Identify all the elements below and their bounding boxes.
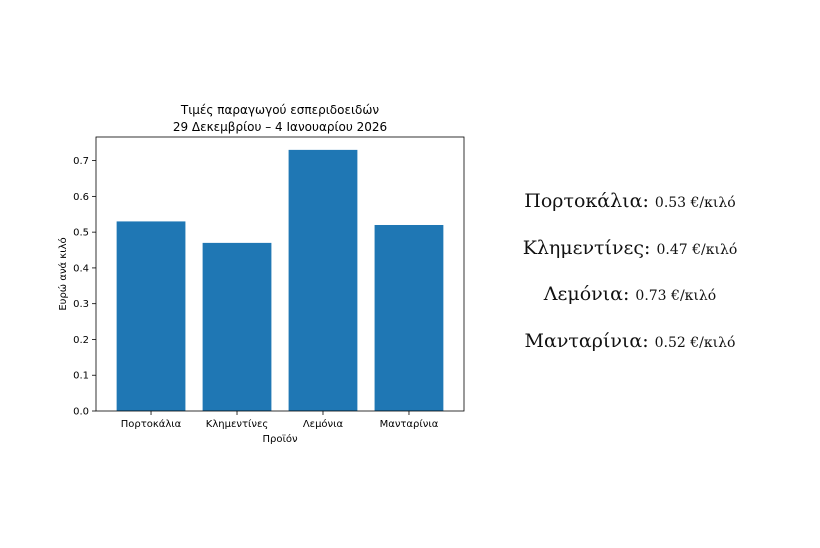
y-axis-ticks: 0.0 0.1 0.2 0.3 0.4 0.5 0.6 0.7 <box>73 156 96 418</box>
price-item-value: 0.52 €/κιλό <box>654 334 736 351</box>
x-tick-label: Λεμόνια <box>303 418 344 430</box>
x-axis-ticks: Πορτοκάλια Κλημεντίνες Λεμόνια Μανταρίνια <box>121 411 439 430</box>
bars-group <box>116 149 444 411</box>
x-tick-label: Μανταρίνια <box>380 418 439 430</box>
price-item-name: Πορτοκάλια <box>524 190 643 212</box>
y-tick-label: 0.0 <box>73 407 89 418</box>
chart-title: Τιμές παραγωγού εσπεριδοειδών <box>180 103 379 117</box>
price-item-value: 0.73 €/κιλό <box>635 288 717 304</box>
price-item-value: 0.53 €/κιλό <box>654 195 736 211</box>
plot-frame <box>95 136 465 412</box>
x-tick-label: Πορτοκάλια <box>121 418 182 430</box>
price-item-name: Κλημεντίνες <box>522 236 645 259</box>
price-item-value: 0.47 €/κιλό <box>656 241 738 258</box>
price-item-oranges: Πορτοκάλια: 0.53 €/κιλό <box>524 190 736 212</box>
bar-chart: Τιμές παραγωγού εσπεριδοειδών 29 Δεκεμβρ… <box>57 103 465 445</box>
price-item-lemons: Λεμόνια: 0.73 €/κιλό <box>543 283 717 305</box>
y-axis-label: Ευρώ ανά κιλό <box>57 237 69 310</box>
y-tick-label: 0.3 <box>73 299 89 310</box>
price-item-name: Μανταρίνια <box>524 329 643 352</box>
x-tick-label: Κλημεντίνες <box>206 418 268 430</box>
chart-subtitle: 29 Δεκεμβρίου – 4 Ιανουαρίου 2026 <box>173 120 387 134</box>
bar <box>202 242 272 411</box>
y-tick-label: 0.6 <box>73 192 89 203</box>
y-tick-label: 0.7 <box>73 156 89 167</box>
bar <box>374 224 444 411</box>
bar <box>116 221 186 411</box>
price-item-mandarins: Μανταρίνια: 0.52 €/κιλό <box>524 329 736 352</box>
y-tick-label: 0.5 <box>73 228 89 239</box>
price-item-clementines: Κλημεντίνες: 0.47 €/κιλό <box>522 236 738 259</box>
price-list: Πορτοκάλια: 0.53 €/κιλό Κλημεντίνες: 0.4… <box>500 184 760 370</box>
y-tick-label: 0.1 <box>73 371 89 382</box>
price-item-name: Λεμόνια <box>543 283 623 305</box>
x-axis-label: Προϊόν <box>262 433 297 445</box>
y-tick-label: 0.4 <box>73 263 89 274</box>
bar <box>288 149 358 411</box>
y-tick-label: 0.2 <box>73 335 89 346</box>
